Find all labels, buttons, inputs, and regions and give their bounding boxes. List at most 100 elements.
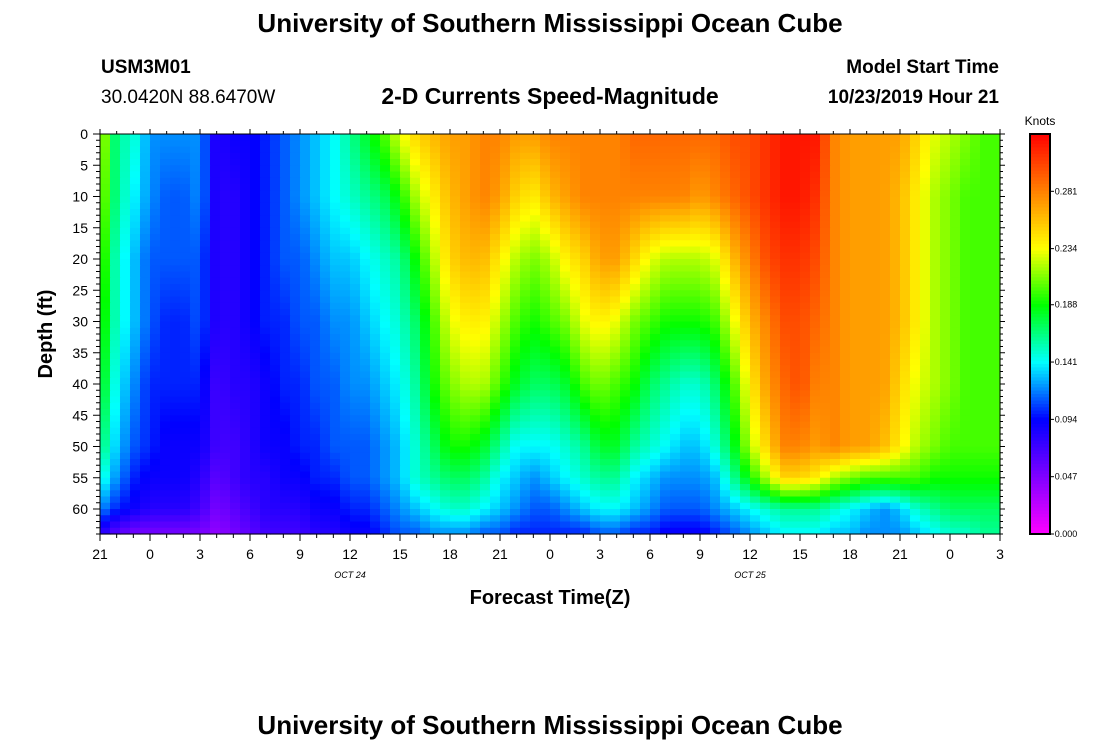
heatmap-cell — [330, 196, 341, 204]
heatmap-cell — [110, 259, 121, 266]
heatmap-cell — [260, 296, 271, 304]
heatmap-cell — [580, 465, 591, 473]
heatmap-cell — [570, 271, 581, 279]
heatmap-cell — [620, 396, 631, 404]
heatmap-cell — [830, 302, 841, 310]
heatmap-cell — [380, 221, 391, 229]
heatmap-cell — [750, 390, 761, 398]
heatmap-cell — [470, 252, 481, 260]
heatmap-cell — [350, 140, 361, 148]
heatmap-cell — [130, 465, 141, 473]
heatmap-cell — [240, 402, 251, 410]
heatmap-cell — [420, 234, 431, 241]
heatmap-cell — [260, 365, 271, 373]
heatmap-cell — [520, 327, 531, 335]
heatmap-cell — [500, 334, 511, 341]
heatmap-cell — [500, 171, 511, 179]
heatmap-cell — [100, 459, 111, 466]
plot-title: 2-D Currents Speed-Magnitude — [381, 83, 719, 109]
heatmap-cell — [410, 184, 421, 191]
heatmap-cell — [490, 234, 501, 241]
heatmap-cell — [720, 402, 731, 410]
heatmap-cell — [310, 359, 321, 366]
heatmap-cell — [650, 434, 661, 441]
heatmap-cell — [890, 184, 901, 191]
heatmap-cell — [510, 227, 521, 235]
heatmap-cell — [790, 346, 801, 354]
heatmap-cell — [860, 402, 871, 410]
heatmap-cell — [960, 365, 971, 373]
heatmap-cell — [820, 296, 831, 304]
heatmap-cell — [470, 152, 481, 160]
heatmap-cell — [170, 402, 181, 410]
heatmap-cell — [230, 177, 241, 185]
heatmap-cell — [530, 290, 541, 298]
heatmap-cell — [910, 140, 921, 148]
heatmap-cell — [980, 277, 991, 285]
heatmap-cell — [410, 221, 421, 229]
heatmap-cell — [200, 259, 211, 266]
heatmap-cell — [500, 396, 511, 404]
heatmap-cell — [230, 165, 241, 173]
heatmap-cell — [550, 396, 561, 404]
heatmap-cell — [470, 246, 481, 254]
heatmap-cell — [510, 352, 521, 360]
heatmap-cell — [640, 346, 651, 354]
heatmap-cell — [800, 296, 811, 304]
heatmap-cell — [160, 402, 171, 410]
heatmap-cell — [330, 459, 341, 466]
heatmap-cell — [530, 271, 541, 279]
heatmap-cell — [800, 327, 811, 335]
heatmap-cell — [120, 434, 131, 441]
heatmap-cell — [180, 434, 191, 441]
heatmap-cell — [340, 146, 351, 154]
heatmap-cell — [790, 202, 801, 210]
heatmap-cell — [540, 209, 551, 216]
heatmap-cell — [970, 365, 981, 373]
heatmap-cell — [570, 440, 581, 448]
heatmap-cell — [130, 390, 141, 398]
heatmap-cell — [570, 177, 581, 185]
heatmap-cell — [620, 134, 631, 141]
heatmap-cell — [140, 284, 151, 291]
heatmap-cell — [770, 321, 781, 329]
heatmap-cell — [450, 171, 461, 179]
heatmap-cell — [920, 252, 931, 260]
heatmap-cell — [780, 246, 791, 254]
heatmap-cell — [460, 402, 471, 410]
heatmap-cell — [620, 365, 631, 373]
heatmap-cell — [590, 302, 601, 310]
heatmap-cell — [170, 471, 181, 479]
heatmap-cell — [570, 309, 581, 316]
heatmap-cell — [280, 359, 291, 366]
heatmap-cell — [330, 177, 341, 185]
heatmap-cell — [640, 321, 651, 329]
heatmap-cell — [770, 315, 781, 323]
heatmap-cell — [230, 252, 241, 260]
heatmap-cell — [820, 259, 831, 266]
heatmap-cell — [490, 365, 501, 373]
heatmap-cell — [640, 340, 651, 348]
heatmap-cell — [880, 365, 891, 373]
heatmap-cell — [450, 390, 461, 398]
heatmap-cell — [730, 302, 741, 310]
heatmap-cell — [790, 427, 801, 435]
heatmap-cell — [780, 452, 791, 460]
heatmap-cell — [970, 459, 981, 466]
heatmap-cell — [700, 277, 711, 285]
heatmap-cell — [890, 265, 901, 273]
heatmap-cell — [310, 196, 321, 204]
heatmap-cell — [480, 252, 491, 260]
heatmap-cell — [430, 346, 441, 354]
heatmap-cell — [970, 465, 981, 473]
heatmap-cell — [640, 152, 651, 160]
heatmap-cell — [310, 290, 321, 298]
heatmap-cell — [210, 290, 221, 298]
heatmap-cell — [960, 284, 971, 291]
heatmap-cell — [730, 259, 741, 266]
heatmap-cell — [350, 152, 361, 160]
heatmap-cell — [810, 409, 821, 416]
heatmap-cell — [170, 234, 181, 241]
heatmap-cell — [970, 402, 981, 410]
heatmap-cell — [330, 277, 341, 285]
